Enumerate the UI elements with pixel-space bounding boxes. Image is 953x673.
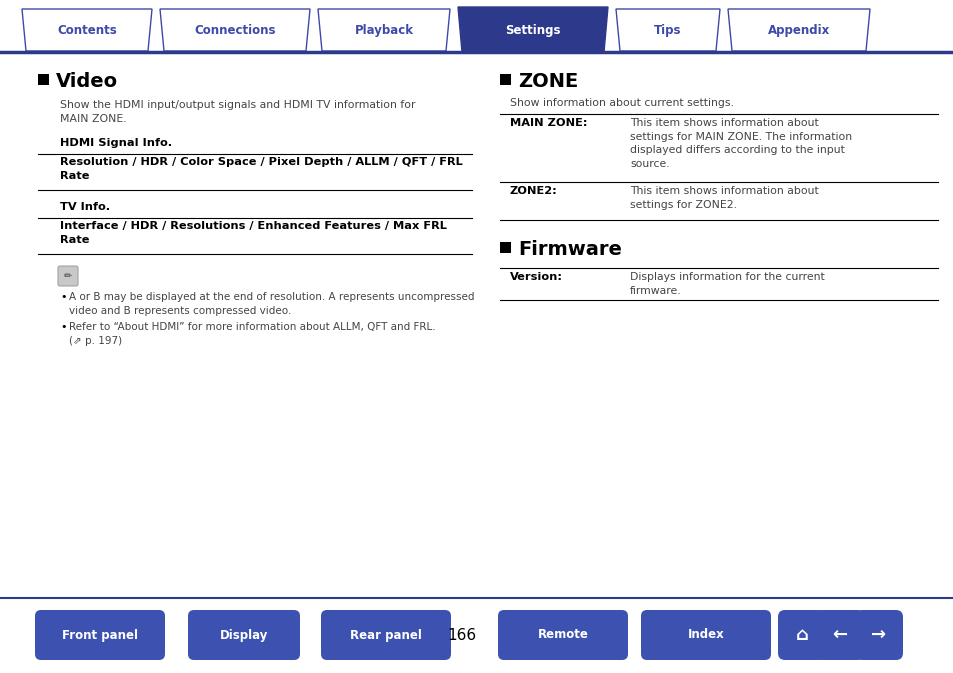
- Text: This item shows information about
settings for ZONE2.: This item shows information about settin…: [629, 186, 818, 209]
- Text: Playback: Playback: [355, 24, 413, 37]
- Text: ZONE2:: ZONE2:: [510, 186, 558, 196]
- Text: Appendix: Appendix: [767, 24, 829, 37]
- Polygon shape: [457, 7, 607, 52]
- Text: Index: Index: [687, 629, 723, 641]
- FancyBboxPatch shape: [854, 610, 902, 660]
- Polygon shape: [160, 9, 310, 51]
- FancyBboxPatch shape: [815, 610, 863, 660]
- Polygon shape: [317, 9, 450, 51]
- Polygon shape: [727, 9, 869, 51]
- Text: •: •: [60, 292, 67, 302]
- FancyBboxPatch shape: [58, 266, 78, 286]
- Text: ✏: ✏: [64, 271, 72, 281]
- Text: →: →: [870, 626, 885, 644]
- Text: Show information about current settings.: Show information about current settings.: [510, 98, 733, 108]
- Bar: [499, 74, 511, 85]
- Text: 166: 166: [447, 627, 476, 643]
- Text: ←: ←: [832, 626, 846, 644]
- FancyBboxPatch shape: [640, 610, 770, 660]
- Text: •: •: [60, 322, 67, 332]
- Text: Display: Display: [219, 629, 268, 641]
- Text: MAIN ZONE:: MAIN ZONE:: [510, 118, 587, 128]
- Text: Version:: Version:: [510, 272, 562, 282]
- Text: HDMI Signal Info.: HDMI Signal Info.: [60, 138, 172, 148]
- Text: TV Info.: TV Info.: [60, 202, 110, 212]
- Text: Remote: Remote: [537, 629, 588, 641]
- Text: Resolution / HDR / Color Space / Pixel Depth / ALLM / QFT / FRL
Rate: Resolution / HDR / Color Space / Pixel D…: [60, 157, 462, 181]
- FancyBboxPatch shape: [35, 610, 165, 660]
- Text: Settings: Settings: [505, 24, 560, 37]
- FancyBboxPatch shape: [320, 610, 451, 660]
- Text: Front panel: Front panel: [62, 629, 138, 641]
- Text: ⌂: ⌂: [795, 626, 807, 644]
- Bar: [499, 242, 511, 253]
- Text: ZONE: ZONE: [517, 72, 578, 91]
- Text: Firmware: Firmware: [517, 240, 621, 259]
- Text: A or B may be displayed at the end of resolution. A represents uncompressed
vide: A or B may be displayed at the end of re…: [69, 292, 474, 316]
- Text: Displays information for the current
firmware.: Displays information for the current fir…: [629, 272, 824, 295]
- Text: Refer to “About HDMI” for more information about ALLM, QFT and FRL.
(⇗ p. 197): Refer to “About HDMI” for more informati…: [69, 322, 436, 346]
- Text: This item shows information about
settings for MAIN ZONE. The information
displa: This item shows information about settin…: [629, 118, 851, 169]
- FancyBboxPatch shape: [778, 610, 825, 660]
- FancyBboxPatch shape: [188, 610, 299, 660]
- Text: Connections: Connections: [194, 24, 275, 37]
- Text: Video: Video: [56, 72, 118, 91]
- Text: Interface / HDR / Resolutions / Enhanced Features / Max FRL
Rate: Interface / HDR / Resolutions / Enhanced…: [60, 221, 446, 245]
- Text: Rear panel: Rear panel: [350, 629, 421, 641]
- FancyBboxPatch shape: [497, 610, 627, 660]
- Text: Contents: Contents: [57, 24, 117, 37]
- Bar: [38, 74, 49, 85]
- Text: Show the HDMI input/output signals and HDMI TV information for
MAIN ZONE.: Show the HDMI input/output signals and H…: [60, 100, 416, 124]
- Text: Tips: Tips: [654, 24, 681, 37]
- Polygon shape: [616, 9, 720, 51]
- Polygon shape: [22, 9, 152, 51]
